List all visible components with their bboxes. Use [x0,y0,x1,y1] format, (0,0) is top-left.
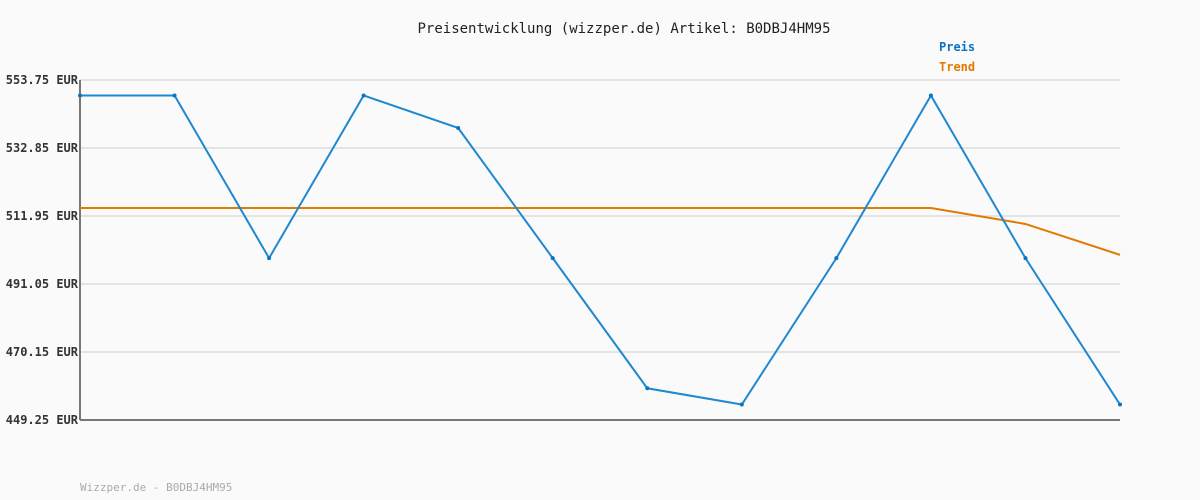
grid [80,79,1120,421]
series-line-trend [80,207,1121,256]
chart-title: Preisentwicklung (wizzper.de) Artikel: B… [417,21,830,37]
y-tick-label: 553.75 EUR [6,73,79,87]
data-point [361,93,366,98]
y-tick-label: 449.25 EUR [6,413,79,427]
data-point [550,256,555,261]
data-point [456,125,461,130]
legend-trend: Trend [939,60,975,74]
series-group [78,93,1122,407]
data-point [1023,256,1028,261]
legend-preis: Preis [939,40,975,54]
data-point [834,256,839,261]
y-axis-ticks: 553.75 EUR 532.85 EUR 511.95 EUR 491.05 EUR… [6,73,79,427]
footer-text: Wizzper.de - B0DBJ4HM95 [80,481,232,494]
data-point [1118,402,1122,407]
y-tick-label: 532.85 EUR [6,141,79,155]
series-line-preis [80,93,1121,406]
data-point [739,402,744,407]
data-point [267,256,272,261]
data-point [645,386,650,391]
data-point [928,93,933,98]
y-tick-label: 511.95 EUR [6,209,79,223]
data-point [172,93,177,98]
data-point [78,93,82,98]
y-tick-label: 470.15 EUR [6,345,79,359]
y-tick-label: 491.05 EUR [6,277,79,291]
